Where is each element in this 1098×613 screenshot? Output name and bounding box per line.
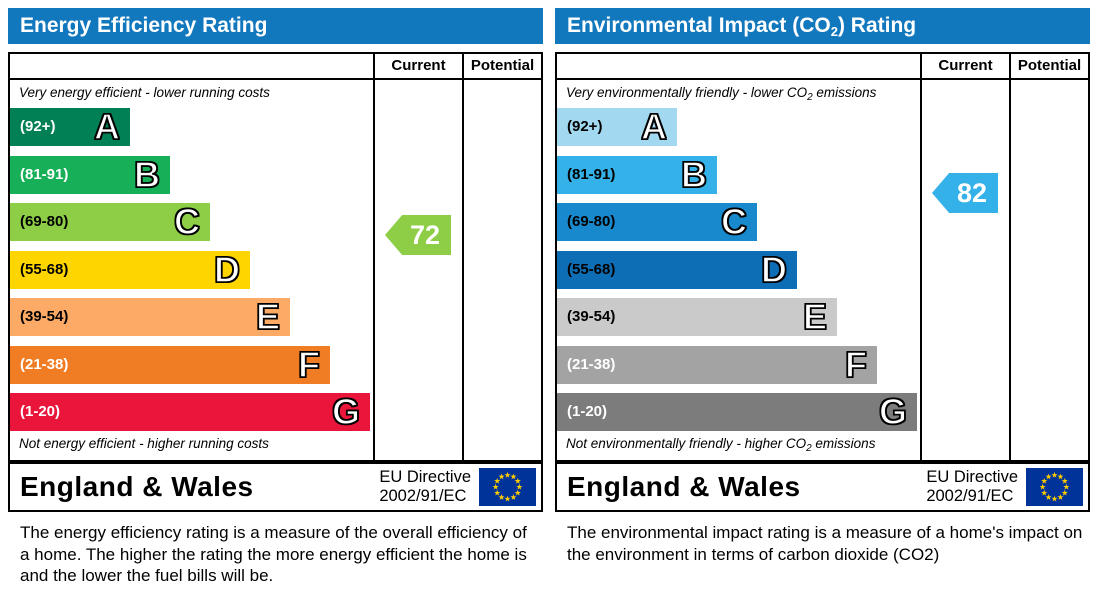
energy-band-G: (1-20) G: [10, 391, 370, 432]
energy-description: The energy efficiency rating is a measur…: [20, 523, 527, 585]
eu-directive-label: EU Directive 2002/91/EC: [379, 468, 471, 505]
energy-footer: England & Wales EU Directive 2002/91/EC: [8, 462, 543, 512]
environmental-band-B-range: (81-91): [567, 165, 616, 183]
environmental-band-F-letter: F: [844, 343, 868, 385]
energy-band-F: (21-38) F: [10, 343, 330, 385]
energy-band-B-range: (81-91): [20, 165, 69, 183]
energy-band-D-range: (55-68): [20, 260, 69, 278]
energy-band-A-range: (92+): [20, 118, 56, 135]
environmental-rating-table: Current Potential Very environmentally f…: [555, 52, 1090, 462]
energy-band-C-letter: C: [173, 201, 201, 242]
energy-band-E-letter: E: [255, 296, 281, 337]
current-column-divider: [920, 54, 922, 460]
environmental-band-C-range: (69-80): [567, 213, 616, 230]
environmental-band-G-range: (1-20): [567, 403, 608, 420]
energy-current-column-header: Current: [391, 57, 446, 74]
environmental-bottom-scale-label: Not environmentally friendly - higher CO…: [566, 436, 876, 454]
energy-band-B: (81-91) B: [10, 153, 170, 195]
energy-band-B-letter: B: [133, 153, 161, 195]
energy-potential-column-header: Potential: [470, 57, 535, 74]
environmental-band-D-range: (55-68): [567, 260, 616, 278]
environmental-band-A-range: (92+): [567, 118, 603, 135]
environmental-description: The environmental impact rating is a mea…: [567, 523, 1083, 564]
environmental-band-F-range: (21-38): [567, 355, 616, 373]
energy-band-A-letter: A: [93, 106, 121, 147]
energy-band-E: (39-54) E: [10, 296, 290, 337]
environmental-band-G-letter: G: [878, 391, 908, 432]
energy-band-D-letter: D: [213, 248, 241, 290]
energy-current-rating-arrow: 72: [385, 215, 451, 255]
current-column-divider: [373, 54, 375, 460]
energy-current-rating-value: 72: [409, 220, 441, 250]
environmental-current-rating-arrow: 82: [932, 173, 998, 213]
environmental-current-column-header: Current: [938, 57, 993, 74]
environmental-current-rating-value: 82: [956, 178, 988, 208]
energy-band-D: (55-68) D: [10, 248, 250, 290]
environmental-band-E-range: (39-54): [567, 308, 616, 325]
energy-band-A: (92+) A: [10, 106, 130, 147]
environmental-band-A: (92+) A: [557, 106, 677, 147]
energy-band-C: (69-80) C: [10, 201, 210, 242]
eu-flag-icon: [1026, 468, 1083, 506]
column-header-divider: [557, 78, 1088, 80]
environmental-panel-title: Environmental Impact (CO2) Rating: [555, 8, 1090, 44]
energy-bottom-scale-label: Not energy efficient - higher running co…: [19, 436, 269, 451]
environmental-band-B-letter: B: [680, 153, 708, 195]
environmental-band-E: (39-54) E: [557, 296, 837, 337]
energy-band-E-range: (39-54): [20, 308, 69, 325]
environmental-band-C: (69-80) C: [557, 201, 757, 242]
energy-band-G-range: (1-20): [20, 403, 61, 420]
energy-band-G-letter: G: [331, 391, 361, 432]
potential-column-divider: [462, 54, 464, 460]
environmental-band-C-letter: C: [720, 201, 748, 242]
environmental-band-A-letter: A: [640, 106, 668, 147]
energy-top-scale-label: Very energy efficient - lower running co…: [19, 85, 270, 100]
energy-band-F-letter: F: [297, 343, 321, 385]
energy-panel-title: Energy Efficiency Rating: [8, 8, 543, 44]
region-label: England & Wales: [20, 471, 254, 502]
energy-band-C-range: (69-80): [20, 213, 69, 230]
column-header-divider: [10, 78, 541, 80]
environmental-band-E-letter: E: [802, 296, 828, 337]
environmental-band-F: (21-38) F: [557, 343, 877, 385]
region-label: England & Wales: [567, 471, 801, 502]
environmental-band-G: (1-20) G: [557, 391, 917, 432]
environmental-footer: England & Wales EU Directive 2002/91/EC: [555, 462, 1090, 512]
energy-band-F-range: (21-38): [20, 355, 69, 373]
energy-panel-title-text: Energy Efficiency Rating: [20, 14, 268, 37]
environmental-impact-panel: Environmental Impact (CO2) Rating Curren…: [555, 8, 1090, 608]
energy-efficiency-panel: Energy Efficiency Rating Current Potenti…: [8, 8, 543, 608]
environmental-top-scale-label: Very environmentally friendly - lower CO…: [566, 85, 877, 103]
energy-rating-table: Current Potential Very energy efficient …: [8, 52, 543, 462]
environmental-potential-column-header: Potential: [1017, 57, 1082, 74]
environmental-band-B: (81-91) B: [557, 153, 717, 195]
eu-flag-icon: [479, 468, 536, 506]
environmental-band-D: (55-68) D: [557, 248, 797, 290]
potential-column-divider: [1009, 54, 1011, 460]
eu-directive-label: EU Directive 2002/91/EC: [926, 468, 1018, 505]
environmental-band-D-letter: D: [760, 248, 788, 290]
